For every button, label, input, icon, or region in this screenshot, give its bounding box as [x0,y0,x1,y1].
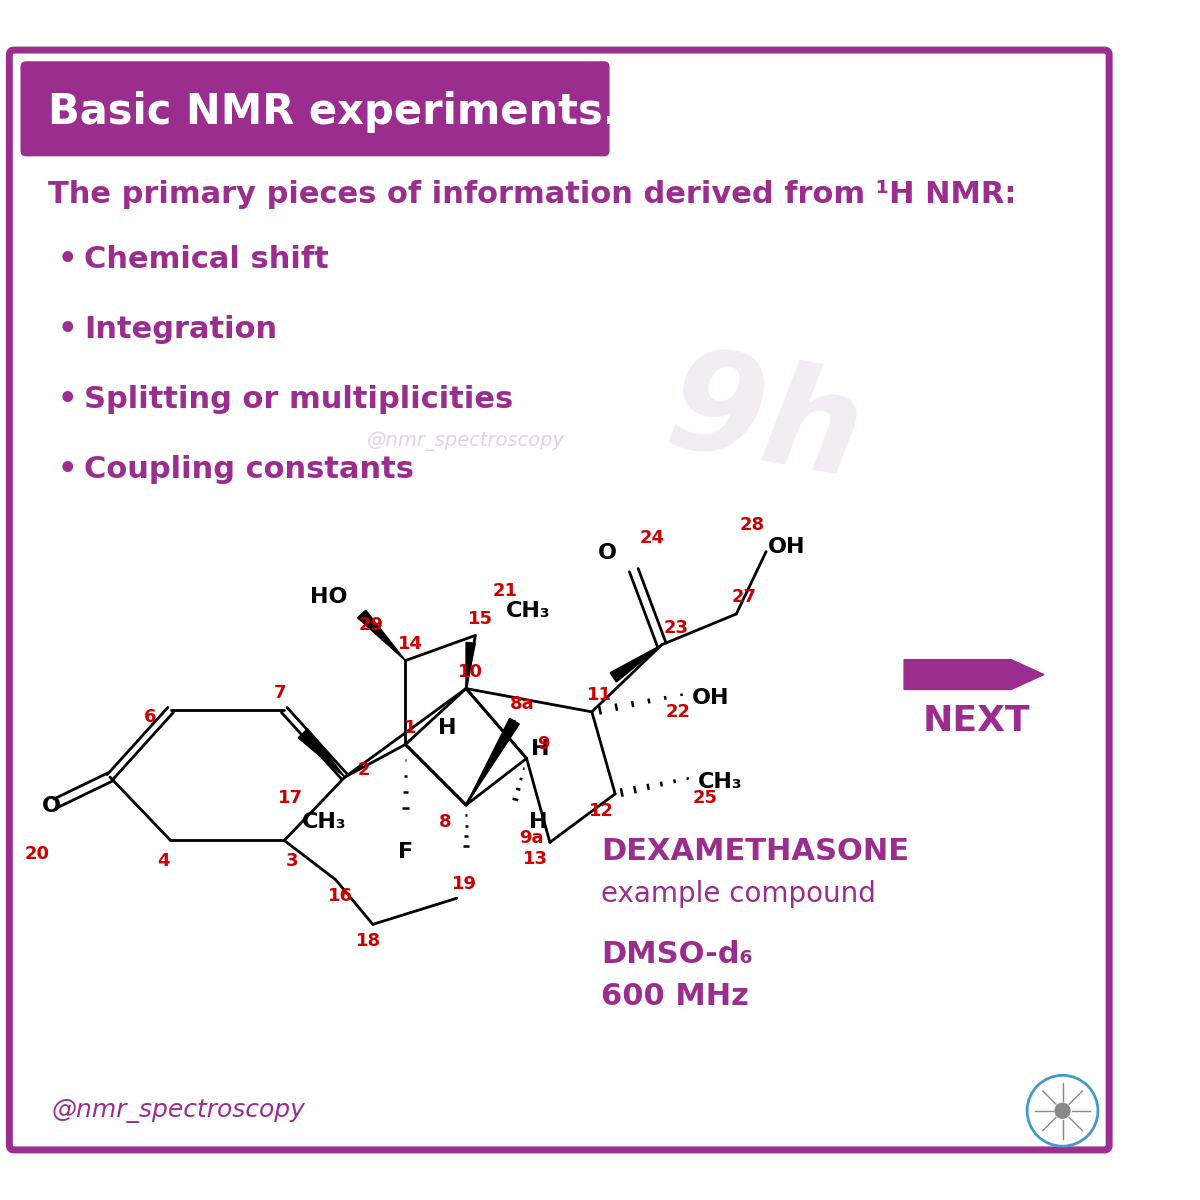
Text: •: • [58,316,77,344]
FancyBboxPatch shape [20,61,610,156]
Text: CH₃: CH₃ [698,772,743,792]
Text: CH₃: CH₃ [302,812,347,832]
Polygon shape [299,728,344,778]
Text: •: • [58,455,77,484]
Text: 7: 7 [274,684,286,702]
Text: 13: 13 [523,850,548,868]
Text: 29: 29 [359,616,384,634]
Text: 9: 9 [538,736,550,754]
Text: Chemical shift: Chemical shift [84,245,329,275]
Text: OH: OH [768,536,805,557]
Text: @nmr_spectroscopy: @nmr_spectroscopy [52,1099,305,1123]
Polygon shape [610,644,661,682]
Text: 25: 25 [694,788,718,806]
Text: 20: 20 [25,846,49,864]
Text: 12: 12 [589,802,613,820]
Text: 9h: 9h [656,340,872,506]
Text: 1: 1 [404,719,416,737]
Text: 6: 6 [144,708,156,726]
Text: 14: 14 [397,635,422,653]
Text: 21: 21 [493,582,517,600]
Text: 28: 28 [739,516,764,534]
Text: 15: 15 [468,610,492,628]
Text: Integration: Integration [84,316,277,344]
Text: Splitting or multiplicities: Splitting or multiplicities [84,385,514,414]
Text: DEXAMETHASONE: DEXAMETHASONE [601,838,910,866]
Text: 8: 8 [439,812,452,830]
Text: 10: 10 [458,662,484,680]
Text: 8a: 8a [510,695,534,713]
Text: 2: 2 [358,761,370,779]
Text: 3: 3 [286,852,298,870]
Text: CH₃: CH₃ [506,601,551,622]
Text: example compound: example compound [601,880,876,907]
Polygon shape [466,642,475,689]
Text: •: • [58,385,77,414]
Text: 24: 24 [640,528,665,546]
Text: O: O [598,544,617,563]
Text: @nmr_spectroscopy: @nmr_spectroscopy [367,432,565,451]
FancyBboxPatch shape [10,50,1109,1150]
Text: O: O [42,796,61,816]
Text: OH: OH [691,688,728,708]
Text: 19: 19 [451,875,476,893]
Text: HO: HO [311,587,348,607]
Text: H: H [438,718,457,738]
Text: F: F [398,841,413,862]
Text: 18: 18 [355,932,380,950]
Text: 16: 16 [328,887,353,905]
Text: 9a: 9a [520,829,544,847]
Text: Coupling constants: Coupling constants [84,455,414,484]
Text: H: H [532,739,550,760]
Text: 17: 17 [278,788,304,806]
Text: Basic NMR experiments. ¹H: Basic NMR experiments. ¹H [48,91,686,133]
Text: 600 MHz: 600 MHz [601,982,749,1010]
Polygon shape [466,719,520,805]
Text: •: • [58,245,77,275]
Text: 27: 27 [731,588,756,606]
Text: 23: 23 [664,619,689,637]
Text: 11: 11 [587,686,612,704]
Polygon shape [358,610,406,660]
Text: DMSO-d₆: DMSO-d₆ [601,940,754,968]
Circle shape [1055,1103,1070,1118]
Text: H: H [528,812,547,832]
FancyArrow shape [904,660,1044,690]
Text: 22: 22 [666,703,691,721]
Text: 4: 4 [157,852,169,870]
Text: NEXT: NEXT [923,704,1031,738]
Text: The primary pieces of information derived from ¹H NMR:: The primary pieces of information derive… [48,180,1016,209]
